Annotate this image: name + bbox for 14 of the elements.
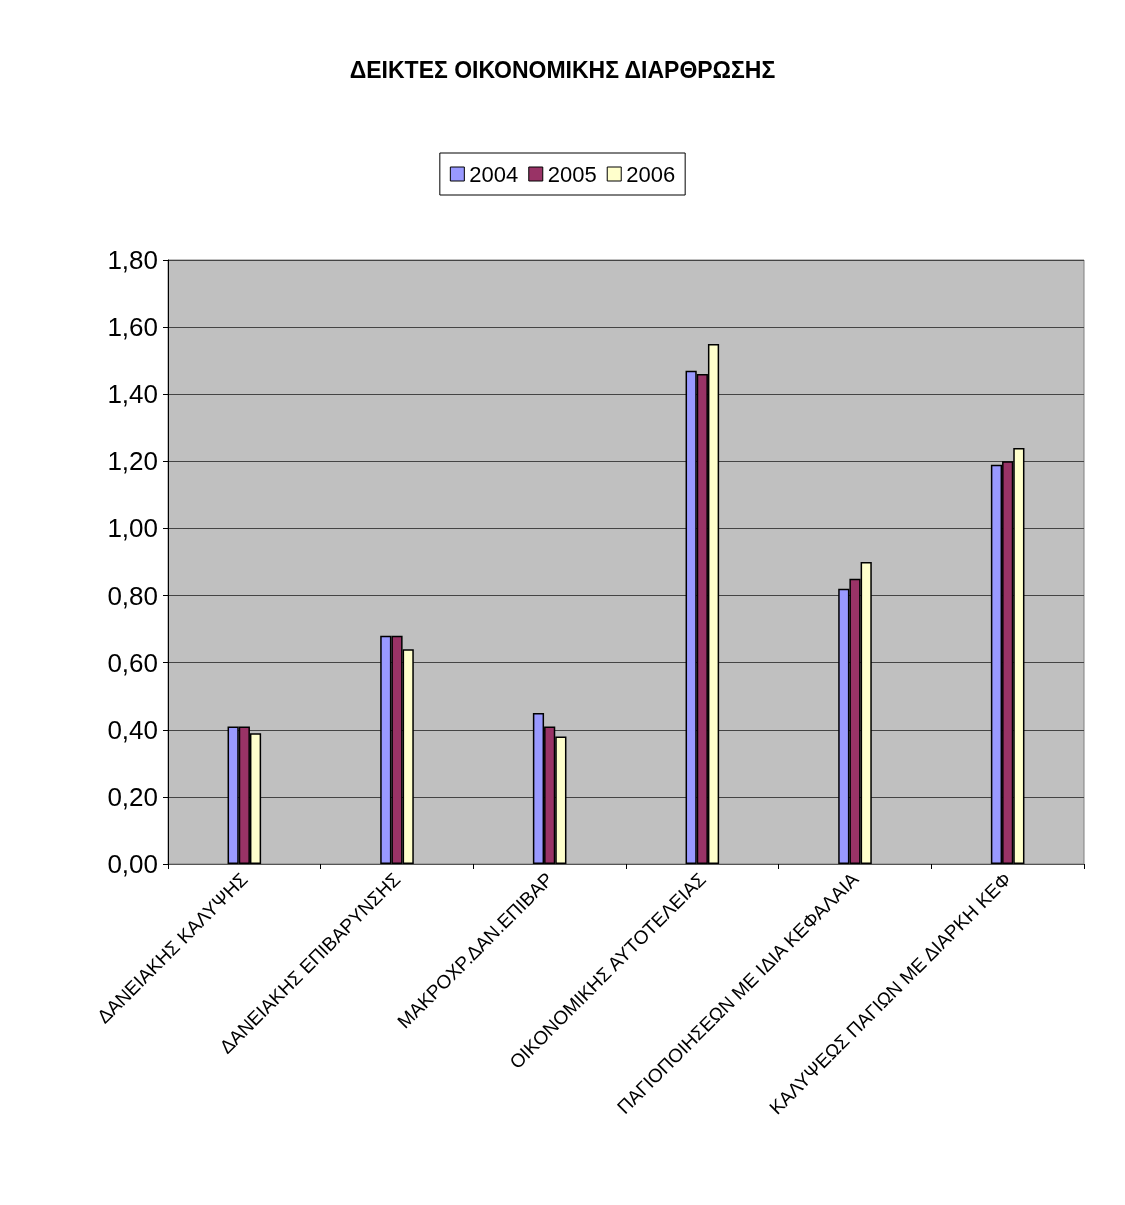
y-tick-label: 1,00 bbox=[107, 513, 158, 544]
legend-label: 2006 bbox=[626, 161, 676, 187]
y-tick-label: 0,60 bbox=[107, 647, 158, 678]
legend-label: 2004 bbox=[469, 161, 519, 187]
y-tick-label: 0,00 bbox=[107, 849, 158, 879]
y-tick-label: 0,40 bbox=[107, 714, 158, 745]
y-tick-label: 1,60 bbox=[107, 312, 158, 343]
y-tick-label: 1,40 bbox=[107, 379, 158, 410]
y-tick-label: 0,20 bbox=[107, 781, 158, 812]
y-tick-label: 1,80 bbox=[107, 245, 158, 275]
y-tick-label: 1,20 bbox=[107, 446, 158, 477]
y-tick-label: 0,80 bbox=[107, 580, 158, 611]
chart-title: ΔΕΙΚΤΕΣ ΟΙΚΟΝΟΜΙΚΗΣ ΔΙΑΡΘΡΩΣΗΣ bbox=[349, 56, 776, 83]
legend-label: 2005 bbox=[547, 161, 597, 187]
